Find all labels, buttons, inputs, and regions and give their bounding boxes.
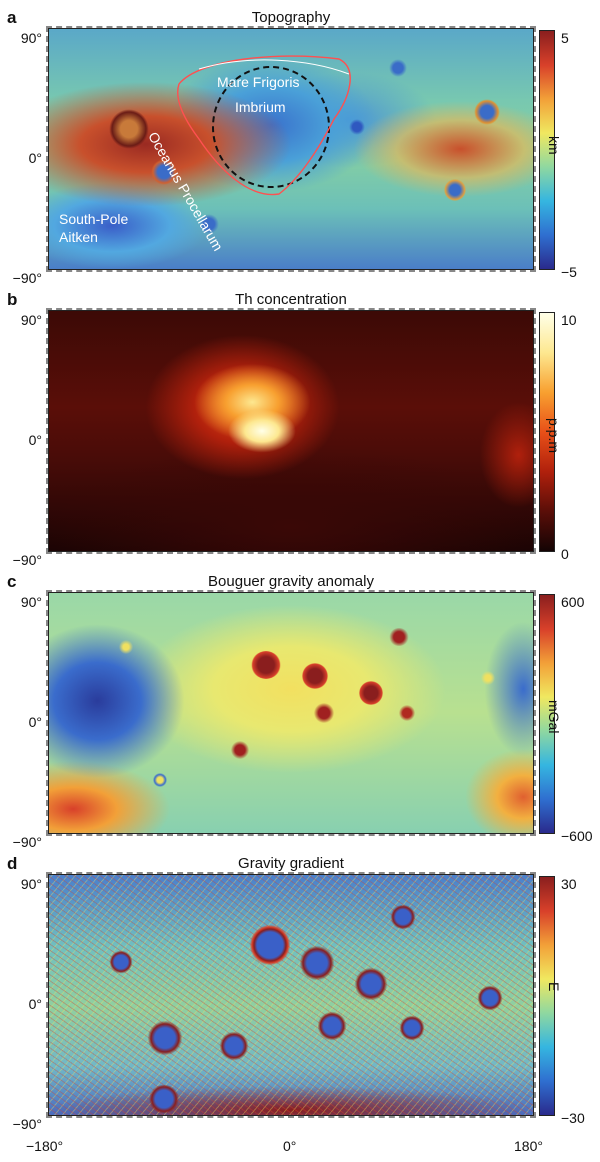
lat-label-north: 90° — [20, 30, 42, 46]
colorbar-min-label: 0 — [561, 546, 569, 562]
mascon-mark — [481, 671, 495, 685]
lat-label-north: 90° — [20, 876, 42, 892]
basin-ring — [317, 1011, 347, 1041]
colorbar-max-label: 10 — [561, 312, 577, 328]
panel-letter: d — [7, 854, 18, 873]
basin-ring — [147, 1085, 181, 1113]
basin-ring — [109, 950, 133, 974]
crater-mark — [349, 119, 365, 135]
colorbar-unit: E — [546, 982, 562, 992]
basin-ring — [299, 945, 335, 981]
lat-label-equator: 0° — [28, 150, 42, 166]
lon-label-east: 180° — [514, 1138, 543, 1154]
label-south-pole: South-Pole — [59, 211, 129, 227]
lat-label-north: 90° — [20, 594, 42, 610]
topography-overlay — [177, 55, 351, 196]
panel-letter: a — [7, 8, 17, 27]
basin-ring — [249, 925, 291, 965]
frigoris-outline — [198, 59, 350, 75]
lat-label-south: −90° — [12, 270, 42, 286]
basin-ring — [389, 905, 417, 929]
colorbar-max-label: 600 — [561, 594, 585, 610]
colorbar-max-label: 5 — [561, 30, 569, 46]
mascon-mark — [314, 703, 334, 723]
panel-bouguer-gravity: c Bouguer gravity anomaly 90° 0° −90° 60… — [0, 572, 600, 852]
basin-ring — [219, 1031, 249, 1061]
colorbar-min-label: −600 — [561, 828, 593, 844]
colorbar-th — [539, 312, 555, 552]
mascon-mark — [251, 651, 281, 679]
lat-label-south: −90° — [12, 1116, 42, 1132]
gravity-gradient-map — [48, 874, 534, 1116]
crater-mark — [474, 99, 500, 125]
colorbar-max-label: 30 — [561, 876, 577, 892]
lat-label-equator: 0° — [28, 432, 42, 448]
lon-label-center: 0° — [283, 1138, 297, 1154]
lon-label-west: −180° — [26, 1138, 64, 1154]
panel-title: Th concentration — [235, 291, 347, 308]
panel-title: Bouguer gravity anomaly — [208, 573, 374, 590]
colorbar-unit: km — [546, 136, 562, 155]
topography-map: Mare Frigoris Imbrium Oceanus Procellaru… — [48, 28, 534, 270]
mascon-mark — [302, 663, 328, 689]
mascon-mark — [119, 640, 133, 654]
colorbar-bouguer — [539, 594, 555, 834]
basin-ring — [399, 1015, 425, 1041]
crater-mark — [389, 59, 407, 77]
mascon-mark — [389, 628, 409, 646]
colorbar-gradient — [539, 876, 555, 1116]
panel-th-concentration: b Th concentration 90° 0° −90° 10 0 p.p.… — [0, 290, 600, 570]
colorbar-min-label: −5 — [561, 264, 577, 280]
panel-topography: a Topography 90° 0° −90° Mare Frigoris I… — [0, 8, 600, 288]
panel-title: Gravity gradient — [238, 855, 344, 872]
mascon-mark — [231, 741, 249, 759]
label-aitken: Aitken — [59, 229, 98, 245]
basin-ring — [354, 967, 388, 1001]
basin-ring — [147, 1020, 183, 1056]
th-concentration-map — [48, 310, 534, 552]
panel-title: Topography — [251, 9, 331, 26]
lat-label-south: −90° — [12, 834, 42, 850]
crater-mark — [151, 159, 177, 185]
panel-gravity-gradient: d Gravity gradient 90° 0° −90° 30 −30 E — [0, 854, 600, 1136]
label-imbrium: Imbrium — [235, 99, 286, 115]
lat-label-equator: 0° — [28, 996, 42, 1012]
mascon-mark — [153, 773, 167, 787]
lat-label-south: −90° — [12, 552, 42, 568]
colorbar-min-label: −30 — [561, 1110, 585, 1126]
colorbar-unit: mGal — [546, 700, 562, 734]
colorbar-topography — [539, 30, 555, 270]
colorbar-unit: p.p.m — [546, 418, 562, 454]
imbrium-outline — [212, 66, 330, 188]
mascon-mark — [399, 705, 415, 721]
panel-letter: c — [7, 572, 17, 591]
label-mare-frigoris: Mare Frigoris — [217, 74, 300, 90]
mascon-mark — [359, 681, 383, 705]
procellarum-outline — [177, 55, 351, 196]
basin-ring — [477, 985, 503, 1011]
crater-mark — [199, 214, 219, 234]
crater-mark — [444, 179, 466, 201]
lat-label-equator: 0° — [28, 714, 42, 730]
panel-letter: b — [7, 290, 18, 309]
lat-label-north: 90° — [20, 312, 42, 328]
bouguer-gravity-map — [48, 592, 534, 834]
crater-mark — [109, 109, 149, 149]
